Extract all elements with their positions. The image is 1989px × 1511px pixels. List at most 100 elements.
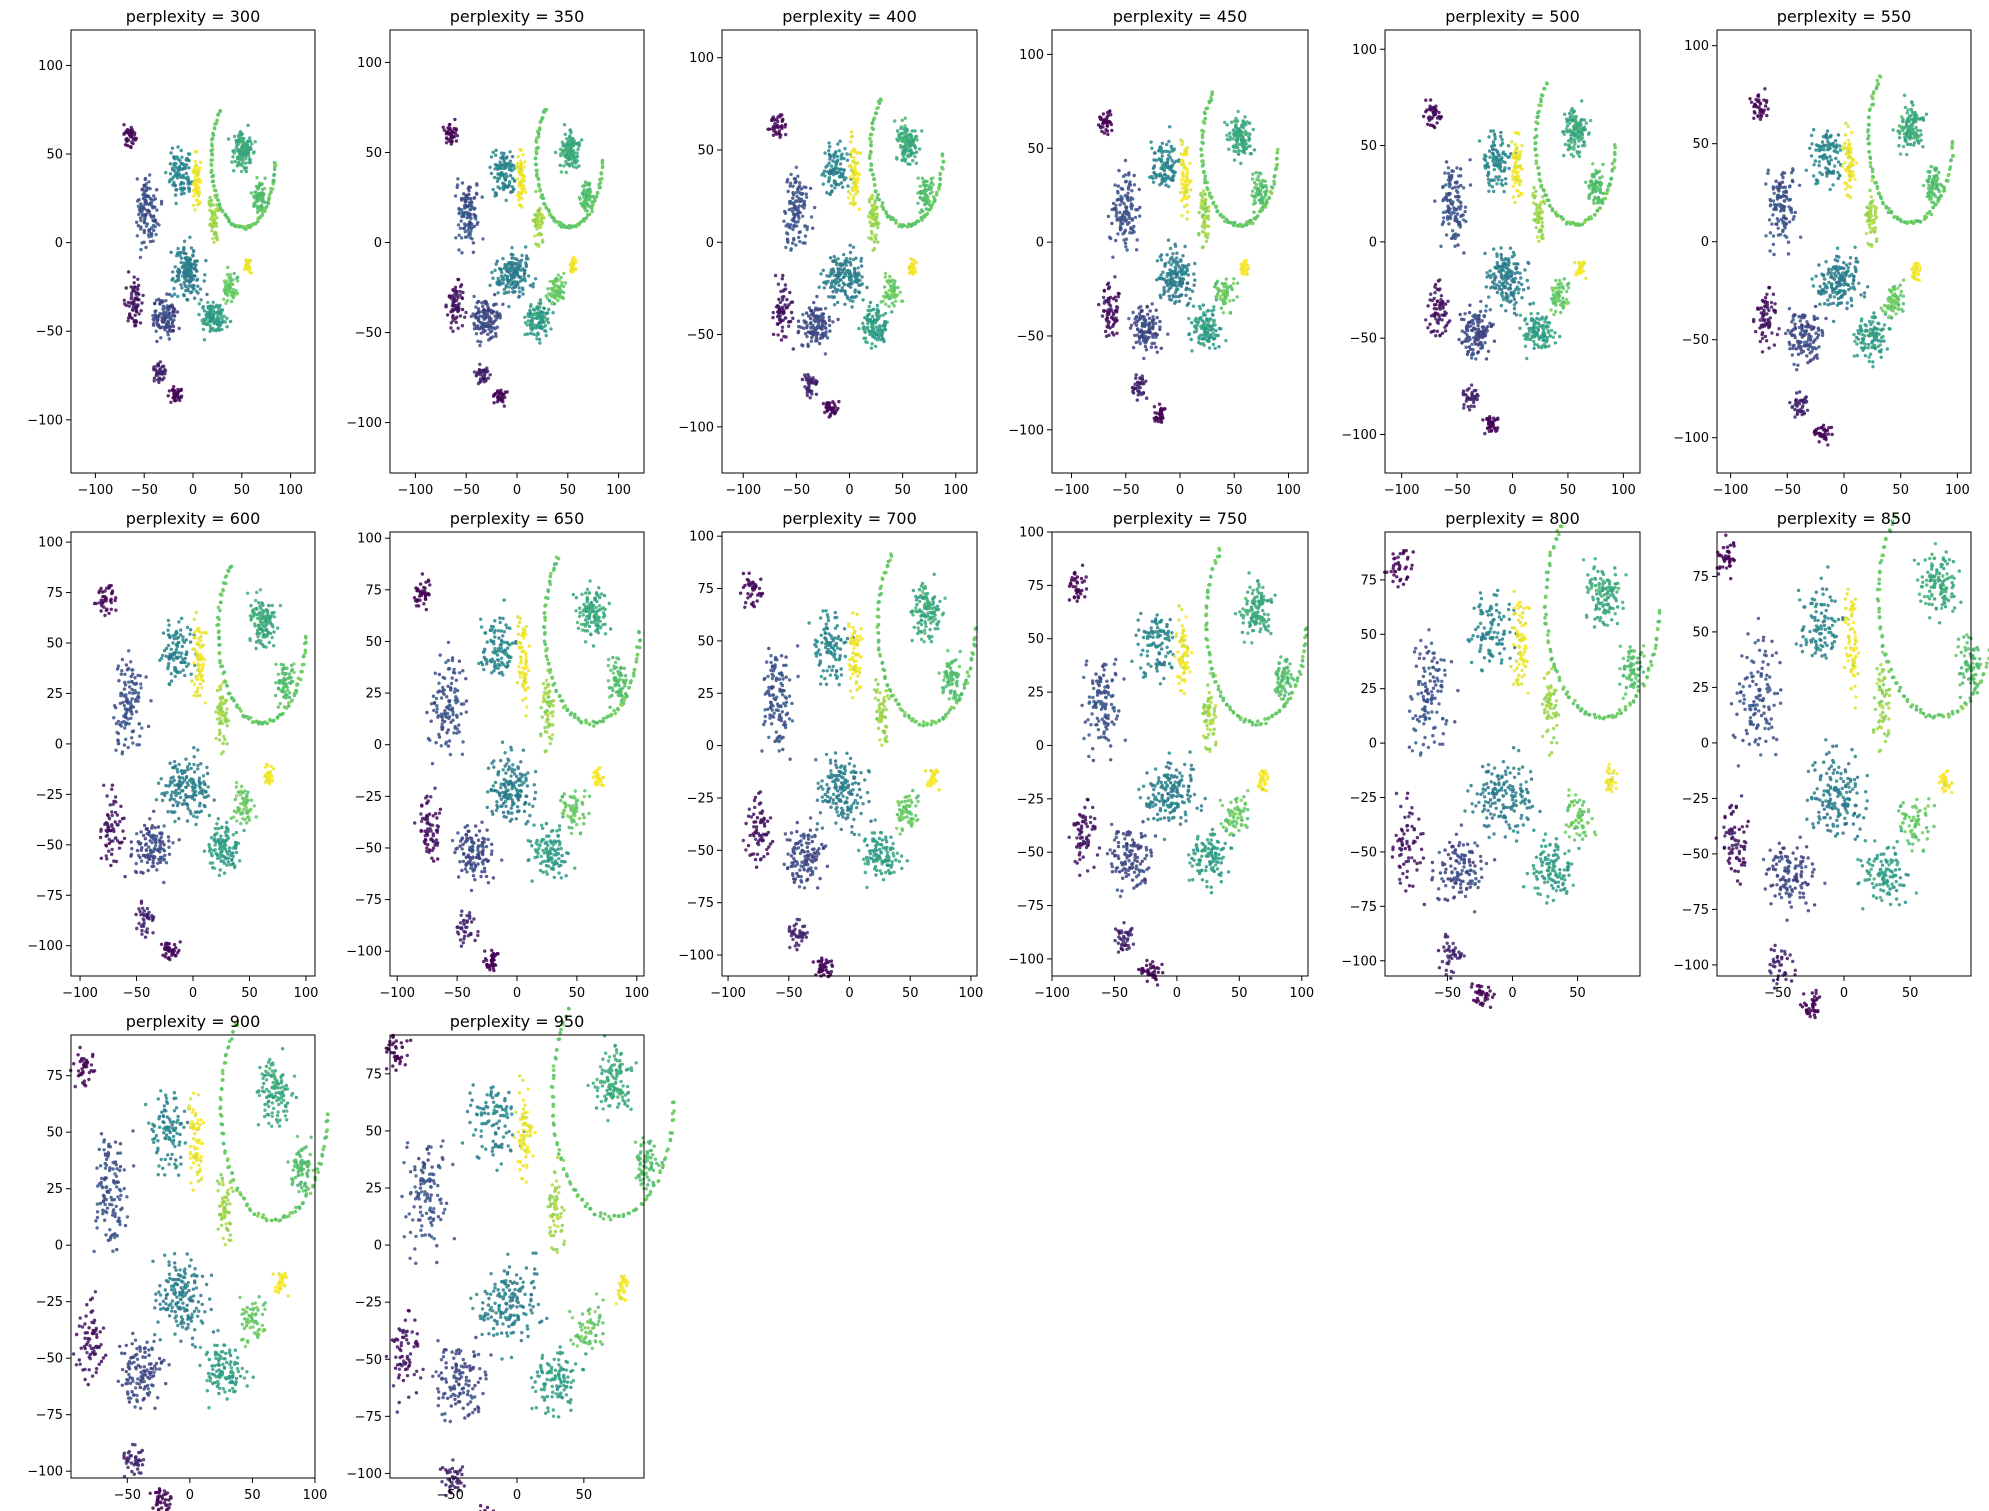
- point: [145, 208, 149, 213]
- point: [839, 181, 844, 185]
- point: [1096, 123, 1101, 127]
- point: [523, 190, 528, 194]
- point: [902, 157, 906, 161]
- point: [1197, 304, 1202, 309]
- point: [918, 184, 922, 188]
- x-tick-label: 0: [845, 483, 853, 498]
- point: [154, 232, 158, 237]
- point: [137, 292, 141, 296]
- point: [464, 196, 468, 200]
- point: [524, 264, 528, 269]
- point: [444, 136, 449, 140]
- point: [175, 254, 179, 258]
- point: [137, 312, 141, 316]
- point: [1131, 389, 1135, 394]
- point: [468, 207, 472, 212]
- point: [481, 237, 485, 241]
- point: [536, 177, 541, 182]
- point: [1223, 301, 1228, 306]
- point: [539, 318, 543, 322]
- point: [828, 172, 832, 176]
- point: [880, 333, 884, 337]
- point: [1192, 330, 1197, 334]
- point: [772, 129, 776, 133]
- point: [225, 316, 229, 320]
- point: [576, 147, 580, 152]
- point: [219, 314, 224, 318]
- point: [184, 171, 188, 176]
- point: [845, 152, 849, 156]
- point: [892, 304, 896, 308]
- point: [798, 181, 802, 185]
- point: [520, 286, 525, 290]
- point: [250, 222, 255, 227]
- point: [1179, 293, 1184, 297]
- point: [155, 208, 159, 212]
- point: [1193, 325, 1198, 330]
- point: [504, 198, 508, 203]
- point: [1109, 236, 1113, 241]
- point: [246, 260, 250, 265]
- point: [866, 325, 870, 330]
- point: [1231, 298, 1236, 302]
- point: [941, 159, 946, 164]
- point: [198, 200, 202, 205]
- point: [1114, 316, 1118, 320]
- point: [209, 142, 214, 146]
- point: [857, 291, 862, 295]
- point: [444, 132, 448, 136]
- point: [152, 228, 156, 233]
- point: [1167, 139, 1171, 144]
- point: [475, 192, 479, 196]
- point: [825, 274, 829, 278]
- point: [165, 304, 169, 308]
- point: [1162, 290, 1167, 294]
- point: [586, 213, 591, 217]
- point: [847, 196, 851, 200]
- point: [456, 177, 460, 181]
- point: [249, 191, 253, 195]
- point: [1139, 329, 1143, 334]
- point: [773, 122, 777, 126]
- point: [1179, 158, 1184, 163]
- point: [779, 289, 783, 294]
- point: [895, 137, 899, 141]
- point: [134, 292, 138, 296]
- point: [210, 158, 215, 162]
- point: [225, 325, 229, 329]
- point: [1126, 191, 1130, 195]
- point: [497, 172, 501, 176]
- point: [483, 372, 487, 377]
- point: [238, 149, 242, 153]
- point: [548, 292, 553, 297]
- point: [792, 236, 796, 241]
- point: [881, 206, 886, 210]
- point: [128, 144, 132, 149]
- point: [1206, 232, 1211, 236]
- point: [1158, 255, 1162, 259]
- point: [1131, 345, 1136, 350]
- point: [852, 160, 857, 165]
- point: [1154, 333, 1159, 337]
- point: [835, 280, 839, 284]
- y-tick-label: −50: [355, 326, 382, 341]
- point: [225, 273, 230, 277]
- point: [455, 134, 460, 138]
- point: [132, 319, 136, 323]
- point: [208, 195, 212, 200]
- point: [454, 307, 459, 311]
- point: [800, 377, 805, 382]
- point: [834, 290, 839, 294]
- y-tick-label: −100: [346, 416, 382, 431]
- point: [1206, 214, 1211, 218]
- point: [534, 242, 538, 246]
- point: [865, 340, 869, 345]
- point: [828, 401, 832, 405]
- point: [501, 276, 505, 280]
- point: [1119, 226, 1123, 231]
- point: [192, 249, 196, 254]
- point: [183, 276, 187, 280]
- point: [1224, 277, 1229, 281]
- point: [805, 227, 809, 232]
- point: [783, 211, 788, 215]
